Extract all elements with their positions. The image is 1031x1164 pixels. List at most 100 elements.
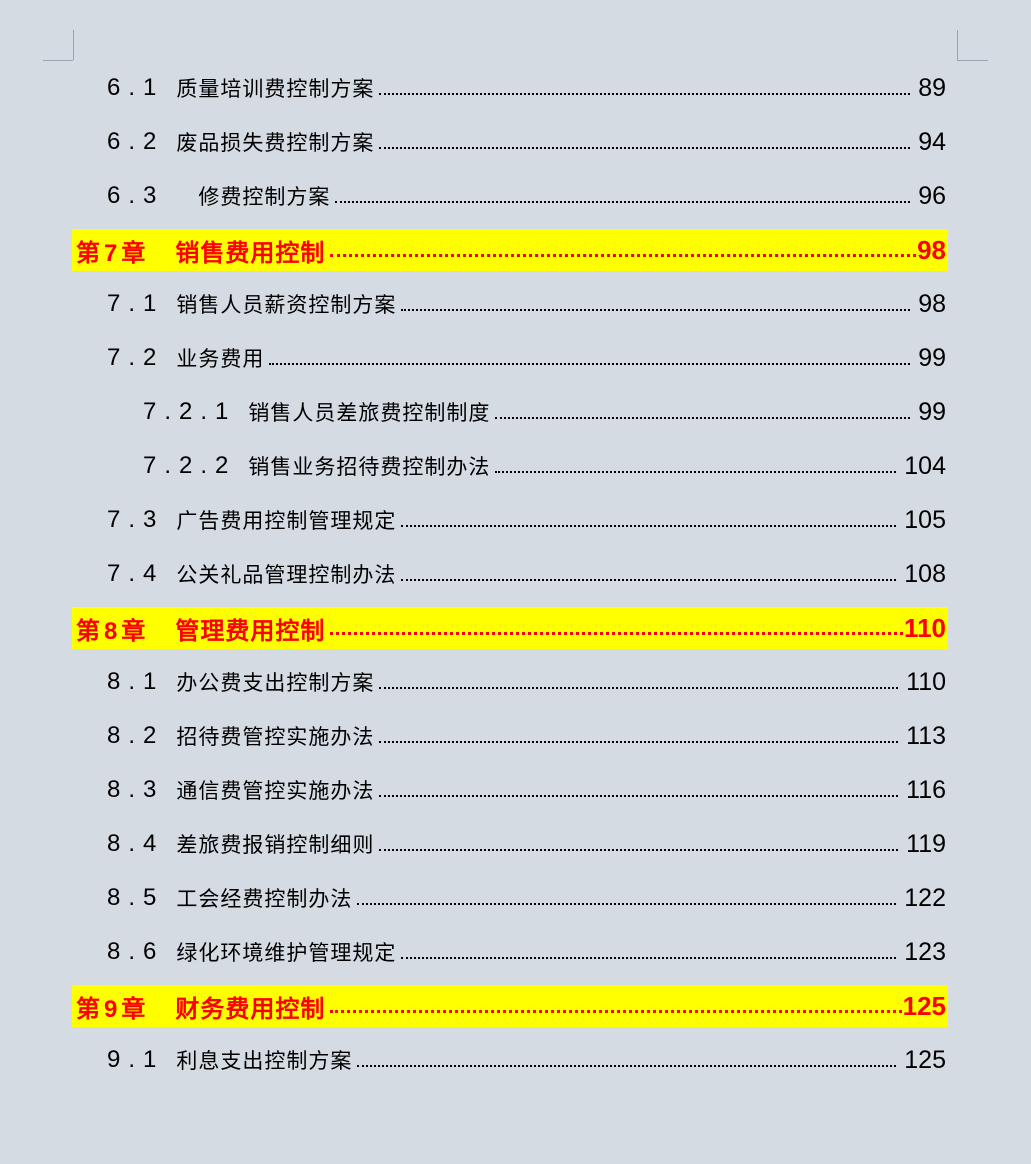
toc-entry-title: 管理费用控制 [175,617,326,645]
toc-entry-title: 销售业务招待费控制办法 [248,456,491,479]
toc-entry[interactable]: 8.3 通信费管控实施办法 116 [72,763,948,817]
toc-leader-dots [495,417,911,419]
toc-entry-number: 8.6 [107,938,165,965]
toc-leader-dots [401,525,897,527]
toc-entry[interactable]: 7.3 广告费用控制管理规定 105 [72,493,948,547]
toc-leader-dots [495,471,897,473]
toc-entry-title: 绿化环境维护管理规定 [176,942,397,965]
page-margin-mark-top-left-vertical [73,30,74,60]
toc-entry-number: 第7章 [76,239,150,267]
toc-leader-dots [357,903,897,905]
toc-entry-page: 125 [902,990,946,1021]
toc-entry-number: 第8章 [76,617,150,645]
toc-leader-dots [379,849,899,851]
toc-entry[interactable]: 6.3 修费控制方案 96 [72,169,948,223]
toc-leader-dots [357,1065,897,1067]
toc-leader-dots [401,957,897,959]
page-margin-mark-top-right-vertical [957,30,958,60]
toc-leader-dots [379,687,899,689]
toc-chapter-entry[interactable]: 第7章 销售费用控制 98 [72,229,948,271]
toc-entry-title: 公关礼品管理控制办法 [176,564,397,587]
toc-entry-page: 110 [904,612,946,643]
toc-entry-page: 116 [906,775,946,804]
toc-entry-title: 业务费用 [176,348,265,371]
toc-leader-dots [330,631,904,635]
toc-entry[interactable]: 7.2 业务费用 99 [72,331,948,385]
toc-entry-title: 办公费支出控制方案 [176,672,375,695]
toc-leader-dots [330,1009,902,1013]
toc-entry[interactable]: 7.2.2 销售业务招待费控制办法 104 [72,439,948,493]
toc-entry-title: 销售费用控制 [175,239,326,267]
toc-entry-page: 123 [904,937,946,966]
toc-entry-page: 99 [918,397,946,426]
toc-entry-number: 6.3 [107,182,165,209]
toc-entry-title: 广告费用控制管理规定 [176,510,397,533]
toc-entry-page: 110 [906,667,946,696]
page-margin-mark-top-right-horizontal [957,60,988,61]
toc-entry-page: 98 [918,289,946,318]
toc-entry[interactable]: 9.1 利息支出控制方案 125 [72,1033,948,1087]
toc-leader-dots [379,741,899,743]
toc-entry-title: 修费控制方案 [176,186,331,209]
toc-entry-page: 108 [904,559,946,588]
toc-entry-number: 8.4 [107,830,165,857]
toc-entry-title: 差旅费报销控制细则 [176,834,375,857]
toc-entry[interactable]: 7.4 公关礼品管理控制办法 108 [72,547,948,601]
toc-chapter-entry[interactable]: 第9章 财务费用控制 125 [72,985,948,1027]
toc-entry-title: 招待费管控实施办法 [176,726,375,749]
toc-entry-page: 125 [904,1045,946,1074]
toc-leader-dots [335,201,911,203]
toc-entry-page: 113 [906,721,946,750]
toc-entry-title: 财务费用控制 [175,995,326,1023]
toc-entry-number: 6.2 [107,128,165,155]
toc-entry-number: 8.3 [107,776,165,803]
toc-leader-dots [379,93,911,95]
toc-entry-number: 8.1 [107,668,165,695]
toc-entry[interactable]: 8.1 办公费支出控制方案 110 [72,655,948,709]
toc-leader-dots [401,579,897,581]
toc-leader-dots [269,363,911,365]
toc-entry-title: 销售人员薪资控制方案 [176,294,397,317]
toc-leader-dots [379,795,899,797]
toc-entry-page: 98 [917,234,946,265]
toc-entry-title: 销售人员差旅费控制制度 [248,402,491,425]
toc-leader-dots [330,253,917,257]
toc-entry-title: 通信费管控实施办法 [176,780,375,803]
toc-entry-page: 119 [906,829,946,858]
toc-leader-dots [379,147,911,149]
toc-entry-page: 105 [904,505,946,534]
toc-entry-number: 7.2 [107,344,165,371]
toc-entry[interactable]: 8.4 差旅费报销控制细则 119 [72,817,948,871]
toc-entry-number: 7.2.1 [143,398,237,425]
toc-chapter-entry[interactable]: 第8章 管理费用控制 110 [72,607,948,649]
toc-entry-title: 利息支出控制方案 [176,1050,353,1073]
toc-entry-title: 废品损失费控制方案 [176,132,375,155]
toc-entry-title: 质量培训费控制方案 [176,78,375,101]
toc-entry[interactable]: 6.1 质量培训费控制方案 89 [72,61,948,115]
toc-entry[interactable]: 7.1 销售人员薪资控制方案 98 [72,277,948,331]
toc-entry-page: 96 [918,181,946,210]
toc-entry-number: 第9章 [76,995,150,1023]
toc-entry-page: 99 [918,343,946,372]
toc-entry[interactable]: 8.5 工会经费控制办法 122 [72,871,948,925]
toc-entry-number: 8.5 [107,884,165,911]
toc-leader-dots [401,309,911,311]
toc-entry[interactable]: 8.6 绿化环境维护管理规定 123 [72,925,948,979]
toc-entry-page: 89 [918,73,946,102]
toc-entry[interactable]: 7.2.1 销售人员差旅费控制制度 99 [72,385,948,439]
table-of-contents: 6.1 质量培训费控制方案 89 6.2 废品损失费控制方案 94 6.3 修费控制方案 96… [72,61,948,1087]
toc-entry-number: 6.1 [107,74,165,101]
toc-entry-page: 122 [904,883,946,912]
page-margin-mark-top-left-horizontal [43,60,73,61]
toc-entry-title: 工会经费控制办法 [176,888,353,911]
toc-entry-page: 104 [904,451,946,480]
toc-entry-number: 7.4 [107,560,165,587]
toc-entry-page: 94 [918,127,946,156]
toc-entry-number: 8.2 [107,722,165,749]
toc-entry[interactable]: 8.2 招待费管控实施办法 113 [72,709,948,763]
toc-entry-number: 7.3 [107,506,165,533]
toc-entry-number: 7.2.2 [143,452,237,479]
toc-entry[interactable]: 6.2 废品损失费控制方案 94 [72,115,948,169]
toc-entry-number: 9.1 [107,1046,165,1073]
toc-entry-number: 7.1 [107,290,165,317]
